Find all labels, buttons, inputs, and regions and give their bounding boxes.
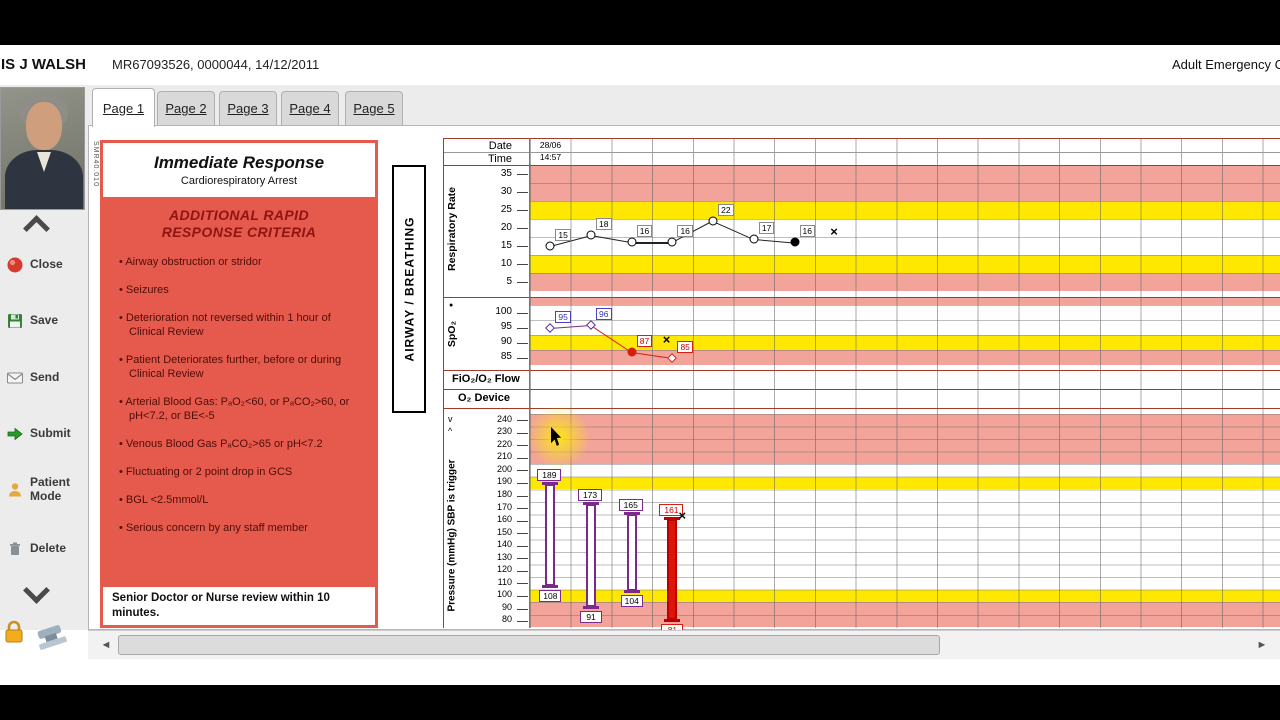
send-button[interactable]: Send — [0, 363, 86, 393]
criteria-item: Deterioration not reversed within 1 hour… — [119, 311, 363, 339]
criteria-item: Fluctuating or 2 point drop in GCS — [119, 465, 363, 479]
criteria-footer: Senior Doctor or Nurse review within 10 … — [103, 587, 375, 625]
patient-mode-button-label: Patient Mode — [30, 475, 71, 503]
scroll-left-arrow[interactable]: ◄ — [100, 638, 112, 651]
stamp-button[interactable] — [34, 623, 68, 656]
scroll-right-arrow[interactable]: ► — [1256, 638, 1268, 651]
airway-breathing-section: AIRWAY / BREATHING — [392, 165, 426, 413]
scroll-up-button[interactable] — [14, 215, 58, 242]
criteria-item: BGL <2.5mmol/L — [119, 493, 363, 507]
submit-icon — [7, 427, 23, 441]
tab-page-1[interactable]: Page 1 — [92, 88, 155, 127]
form-code: SMR40.010 — [92, 141, 99, 187]
patient-details: MR67093526, 0000044, 14/12/2011 — [112, 57, 320, 72]
patient-banner: IS J WALSH MR67093526, 0000044, 14/12/20… — [0, 45, 1280, 86]
save-icon — [8, 314, 22, 328]
scrollbar-thumb[interactable] — [118, 635, 940, 655]
tab-page-5[interactable]: Page 5 — [345, 91, 403, 125]
rapid-response-criteria-panel: Immediate Response Cardiorespiratory Arr… — [100, 140, 378, 628]
application-window: IS J WALSH MR67093526, 0000044, 14/12/20… — [0, 45, 1280, 685]
patient-name: IS J WALSH — [1, 56, 87, 73]
close-button[interactable]: Close — [0, 250, 86, 280]
criteria-item: Patient Deteriorates further, before or … — [119, 353, 363, 381]
tab-page-4[interactable]: Page 4 — [281, 91, 339, 125]
close-button-label: Close — [30, 257, 63, 272]
criteria-item: Airway obstruction or stridor — [119, 255, 363, 269]
delete-icon — [10, 542, 20, 555]
criteria-item: Venous Blood Gas PₐCO₂>65 or pH<7.2 — [119, 437, 363, 451]
submit-button-label: Submit — [30, 426, 71, 441]
stamp-icon — [37, 625, 67, 650]
criteria-heading: ADDITIONAL RAPID RESPONSE CRITERIA — [161, 207, 317, 240]
lock-button[interactable] — [2, 618, 26, 651]
delete-button-label: Delete — [30, 541, 67, 556]
submit-button[interactable]: Submit — [0, 419, 86, 449]
tab-page-1-label: Page 1 — [102, 100, 145, 116]
scroll-down-button[interactable] — [14, 577, 58, 605]
horizontal-scrollbar[interactable]: ◄ ► — [88, 630, 1280, 659]
tab-page-4-label: Page 4 — [289, 101, 331, 116]
photo-face — [26, 102, 62, 150]
immediate-response-subtitle: Cardiorespiratory Arrest — [180, 175, 298, 187]
close-icon — [7, 257, 23, 273]
tab-page-3-label: Page 3 — [227, 101, 269, 116]
send-icon — [7, 372, 23, 384]
patient-mode-button[interactable]: Patient Mode — [0, 469, 86, 511]
airway-breathing-label: AIRWAY / BREATHING — [402, 216, 417, 362]
tab-page-2[interactable]: Page 2 — [157, 91, 215, 125]
send-button-label: Send — [30, 370, 60, 385]
criteria-item: Seizures — [119, 283, 363, 297]
app-title: Adult Emergency C — [1172, 57, 1280, 72]
delete-button[interactable]: Delete — [0, 534, 86, 564]
criteria-item: Serious concern by any staff member — [119, 521, 363, 535]
immediate-response-box: Immediate Response Cardiorespiratory Arr… — [103, 143, 375, 197]
immediate-response-title: Immediate Response — [153, 153, 325, 172]
lock-icon — [5, 620, 23, 643]
tab-page-2-label: Page 2 — [165, 101, 207, 116]
tab-page-5-label: Page 5 — [353, 101, 395, 116]
patient-mode-icon — [9, 483, 21, 497]
save-button-label: Save — [30, 313, 59, 328]
criteria-item: Arterial Blood Gas: PₐO₂<60, or PₐCO₂>60… — [119, 395, 363, 423]
criteria-list: Airway obstruction or stridor Seizures D… — [103, 255, 375, 535]
save-button[interactable]: Save — [0, 306, 86, 336]
tab-page-3[interactable]: Page 3 — [219, 91, 277, 125]
patient-photo — [0, 87, 85, 210]
